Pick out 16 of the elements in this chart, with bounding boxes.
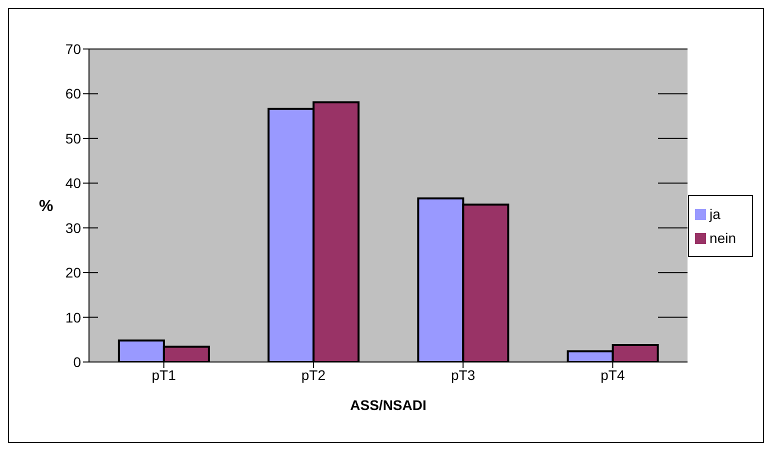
y-tick-label: 60 — [65, 86, 82, 102]
legend-label: ja — [710, 206, 720, 222]
y-tick-label: 30 — [65, 220, 82, 236]
x-tick-label: pT1 — [152, 366, 176, 383]
y-tick-label: 40 — [65, 175, 82, 192]
x-tick-label: pT2 — [301, 366, 326, 383]
x-axis-title: ASS/NSADI — [350, 397, 426, 413]
y-tick-label: 20 — [65, 264, 82, 281]
y-tick-label: 10 — [65, 309, 82, 326]
y-tick-label: 0 — [73, 354, 82, 370]
y-tick-label: 70 — [65, 40, 82, 57]
x-tick-label: pT3 — [451, 366, 476, 383]
y-axis-title: % — [39, 198, 54, 216]
x-tick-label: pT4 — [600, 366, 625, 383]
y-tick-label: 50 — [65, 130, 82, 146]
legend-label: nein — [710, 230, 736, 246]
